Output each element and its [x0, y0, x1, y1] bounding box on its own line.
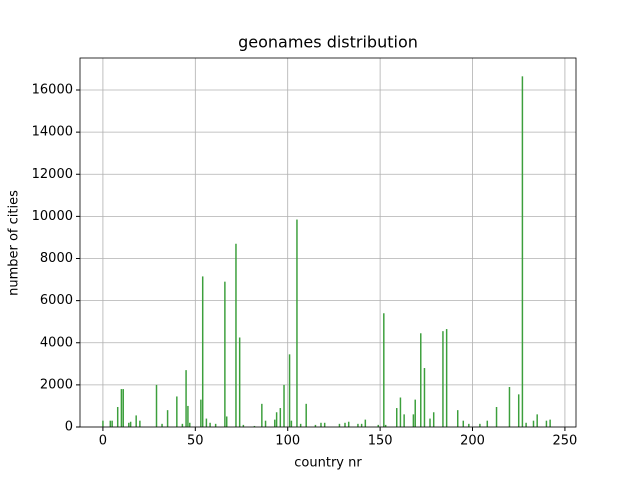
bar — [423, 368, 426, 427]
bar — [161, 423, 163, 427]
x-tick-label: 150 — [368, 434, 393, 449]
x-tick-label: 100 — [275, 434, 300, 449]
bar — [468, 423, 470, 427]
bar — [360, 423, 363, 427]
bar — [508, 386, 511, 427]
bar — [396, 408, 398, 427]
bar — [166, 410, 169, 427]
bar — [274, 419, 276, 427]
bar — [486, 420, 489, 427]
bar — [205, 418, 208, 427]
bar — [517, 394, 520, 427]
bar — [364, 419, 367, 427]
bar — [253, 425, 256, 427]
bar — [462, 420, 465, 427]
y-tick-label: 4000 — [40, 335, 73, 350]
bar — [135, 415, 137, 427]
y-tick-label: 10000 — [32, 209, 73, 224]
bar — [549, 419, 551, 427]
bar — [412, 414, 415, 427]
bar — [176, 396, 178, 427]
bar — [357, 423, 359, 427]
y-tick-label: 2000 — [40, 377, 73, 392]
bar — [187, 405, 189, 427]
bar — [264, 420, 267, 427]
bar — [128, 422, 130, 427]
y-tick-label: 6000 — [40, 293, 73, 308]
bar — [225, 416, 228, 427]
bar — [290, 420, 293, 427]
bar — [242, 424, 245, 427]
bar — [288, 354, 291, 427]
bar — [139, 420, 141, 427]
bar — [414, 399, 416, 427]
bar — [116, 406, 119, 427]
plot-frame — [79, 57, 577, 428]
bar — [383, 313, 385, 427]
bar — [224, 281, 226, 427]
bar — [456, 410, 459, 427]
bar — [200, 399, 202, 427]
bar — [305, 403, 307, 427]
bar — [314, 424, 317, 427]
x-tick-label: 250 — [552, 434, 577, 449]
y-axis-label: number of cities — [7, 190, 22, 296]
bar — [536, 414, 538, 427]
bar — [347, 421, 350, 427]
bar — [420, 333, 422, 427]
bar — [521, 76, 524, 427]
bar — [235, 243, 237, 427]
bar — [283, 384, 285, 427]
bar — [201, 276, 204, 427]
bar — [299, 423, 302, 427]
bar — [532, 420, 535, 427]
bar — [238, 337, 241, 427]
bar — [344, 422, 346, 427]
bar — [185, 370, 187, 427]
bar — [432, 412, 435, 427]
bar — [296, 219, 298, 427]
bar — [479, 423, 481, 427]
bar — [545, 420, 548, 427]
y-tick-label: 0 — [65, 420, 73, 435]
bar — [214, 423, 217, 427]
bar — [209, 422, 211, 427]
bar — [399, 397, 402, 427]
bar — [181, 423, 184, 427]
bar — [403, 414, 405, 427]
bar — [445, 329, 448, 427]
y-tick-label: 16000 — [32, 83, 73, 98]
x-axis-label: country nr — [294, 456, 362, 471]
bar — [102, 420, 104, 427]
bar — [122, 389, 124, 427]
bar — [109, 420, 112, 427]
bar — [261, 403, 263, 427]
chart-title: geonames distribution — [238, 33, 418, 52]
y-tick-label: 8000 — [40, 251, 73, 266]
x-tick-label: 200 — [460, 434, 485, 449]
x-tick-label: 50 — [187, 434, 204, 449]
bar — [111, 420, 113, 427]
y-tick-label: 14000 — [32, 125, 73, 140]
bar — [189, 422, 191, 427]
bar — [320, 422, 322, 427]
bar — [384, 424, 387, 427]
y-tick-label: 12000 — [32, 167, 73, 182]
bar — [275, 412, 278, 427]
bar — [525, 422, 527, 427]
bar — [429, 418, 431, 427]
bar — [155, 384, 158, 427]
bar — [377, 424, 380, 427]
bar — [129, 421, 132, 427]
bar — [279, 408, 282, 427]
bar — [338, 423, 341, 427]
x-tick-label: 0 — [99, 434, 107, 449]
bar — [323, 422, 326, 427]
bar — [120, 389, 123, 427]
bar — [442, 331, 444, 427]
bar — [495, 406, 498, 427]
